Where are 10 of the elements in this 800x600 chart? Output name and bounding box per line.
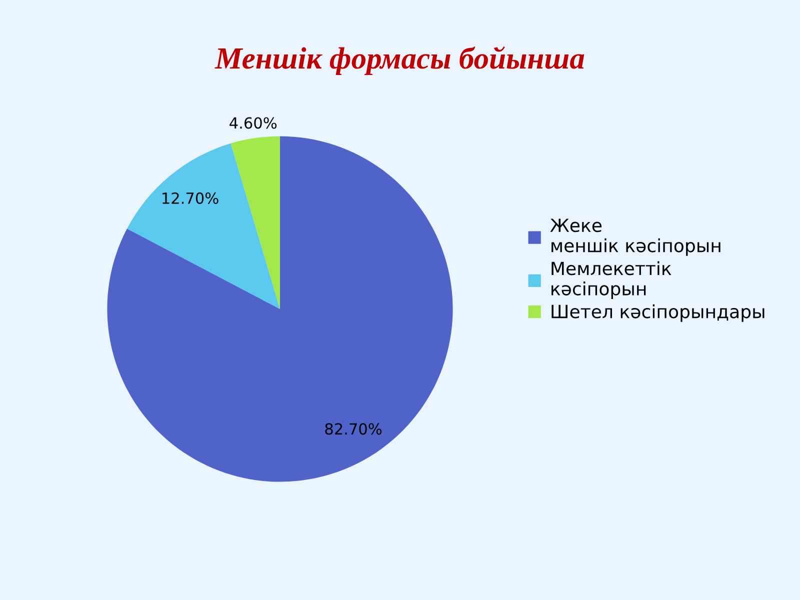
- legend-label: Мемлекеттік кәсіпорын: [552, 261, 672, 299]
- data-label: 12.70%: [162, 192, 218, 204]
- chart-title: Меншік формасы бойынша: [214, 46, 584, 75]
- pie-slice: [230, 136, 280, 309]
- legend-label: Шетел кәсіпорындары: [552, 304, 764, 322]
- data-label: 4.60%: [230, 117, 277, 129]
- data-label: 82.70%: [325, 423, 382, 435]
- pie-slice: [127, 143, 280, 309]
- pie-slice: [107, 136, 453, 482]
- legend-label: Жеке меншік кәсіпорын: [550, 218, 720, 256]
